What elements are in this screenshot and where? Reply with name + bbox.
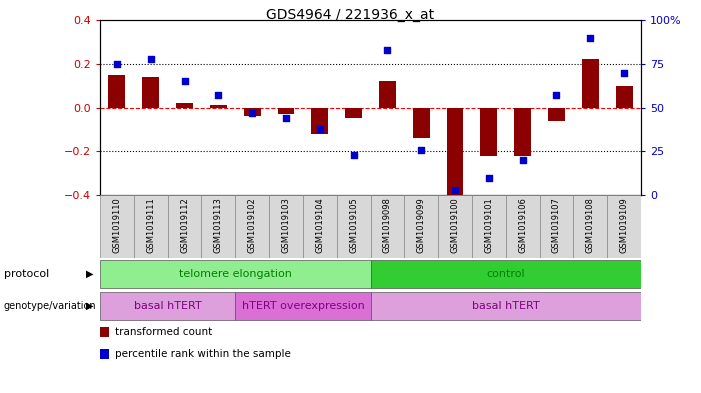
FancyBboxPatch shape <box>336 195 371 258</box>
FancyBboxPatch shape <box>404 195 438 258</box>
Text: basal hTERT: basal hTERT <box>472 301 540 311</box>
Bar <box>278 108 294 114</box>
FancyBboxPatch shape <box>303 195 336 258</box>
Text: GSM1019109: GSM1019109 <box>620 197 629 253</box>
Point <box>314 125 325 132</box>
Bar <box>413 108 430 138</box>
Text: GSM1019105: GSM1019105 <box>349 197 358 253</box>
Bar <box>548 108 565 121</box>
Text: ▶: ▶ <box>86 269 93 279</box>
Point <box>280 115 292 121</box>
FancyBboxPatch shape <box>100 195 134 258</box>
Text: GSM1019107: GSM1019107 <box>552 197 561 253</box>
Point <box>212 92 224 98</box>
FancyBboxPatch shape <box>236 292 371 320</box>
FancyBboxPatch shape <box>371 195 404 258</box>
Text: GSM1019113: GSM1019113 <box>214 197 223 253</box>
FancyBboxPatch shape <box>201 195 236 258</box>
Bar <box>244 108 261 116</box>
Text: percentile rank within the sample: percentile rank within the sample <box>115 349 291 359</box>
Text: GSM1019108: GSM1019108 <box>586 197 594 253</box>
Text: GSM1019103: GSM1019103 <box>282 197 290 253</box>
Bar <box>345 108 362 118</box>
Text: transformed count: transformed count <box>115 327 212 337</box>
FancyBboxPatch shape <box>168 195 201 258</box>
Point <box>416 146 427 152</box>
FancyBboxPatch shape <box>505 195 540 258</box>
Text: control: control <box>486 269 525 279</box>
Text: basal hTERT: basal hTERT <box>134 301 201 311</box>
Text: GDS4964 / 221936_x_at: GDS4964 / 221936_x_at <box>266 8 435 22</box>
FancyBboxPatch shape <box>607 195 641 258</box>
FancyBboxPatch shape <box>100 292 236 320</box>
Bar <box>142 77 159 108</box>
Point <box>449 187 461 193</box>
FancyBboxPatch shape <box>371 292 641 320</box>
FancyBboxPatch shape <box>134 195 168 258</box>
Bar <box>176 103 193 108</box>
Text: GSM1019099: GSM1019099 <box>416 197 426 253</box>
Point <box>551 92 562 98</box>
Bar <box>615 86 632 108</box>
Text: GSM1019110: GSM1019110 <box>112 197 121 253</box>
Text: GSM1019102: GSM1019102 <box>247 197 257 253</box>
Text: GSM1019100: GSM1019100 <box>451 197 460 253</box>
Bar <box>109 75 125 108</box>
Bar <box>582 59 599 108</box>
Point <box>145 55 156 62</box>
Point <box>348 152 359 158</box>
Bar <box>210 105 227 108</box>
Point <box>618 69 629 75</box>
FancyBboxPatch shape <box>236 195 269 258</box>
FancyBboxPatch shape <box>540 195 573 258</box>
Point <box>247 110 258 116</box>
Text: genotype/variation: genotype/variation <box>4 301 96 311</box>
Bar <box>379 81 396 108</box>
Text: GSM1019106: GSM1019106 <box>518 197 527 253</box>
Text: ▶: ▶ <box>86 301 93 311</box>
Text: protocol: protocol <box>4 269 49 279</box>
Text: GSM1019111: GSM1019111 <box>147 197 155 253</box>
FancyBboxPatch shape <box>269 195 303 258</box>
Point <box>585 34 596 40</box>
Text: GSM1019101: GSM1019101 <box>484 197 494 253</box>
Bar <box>447 108 463 199</box>
FancyBboxPatch shape <box>100 260 371 288</box>
Bar <box>515 108 531 156</box>
Point <box>517 157 529 163</box>
Bar <box>311 108 328 134</box>
Text: GSM1019104: GSM1019104 <box>315 197 325 253</box>
Text: GSM1019112: GSM1019112 <box>180 197 189 253</box>
Text: telomere elongation: telomere elongation <box>179 269 292 279</box>
FancyBboxPatch shape <box>472 195 505 258</box>
Point <box>382 47 393 53</box>
FancyBboxPatch shape <box>573 195 607 258</box>
Point <box>483 174 494 181</box>
FancyBboxPatch shape <box>371 260 641 288</box>
Point <box>111 61 123 67</box>
Text: GSM1019098: GSM1019098 <box>383 197 392 253</box>
Point <box>179 78 190 84</box>
FancyBboxPatch shape <box>438 195 472 258</box>
Text: hTERT overexpression: hTERT overexpression <box>242 301 365 311</box>
Bar <box>480 108 497 156</box>
